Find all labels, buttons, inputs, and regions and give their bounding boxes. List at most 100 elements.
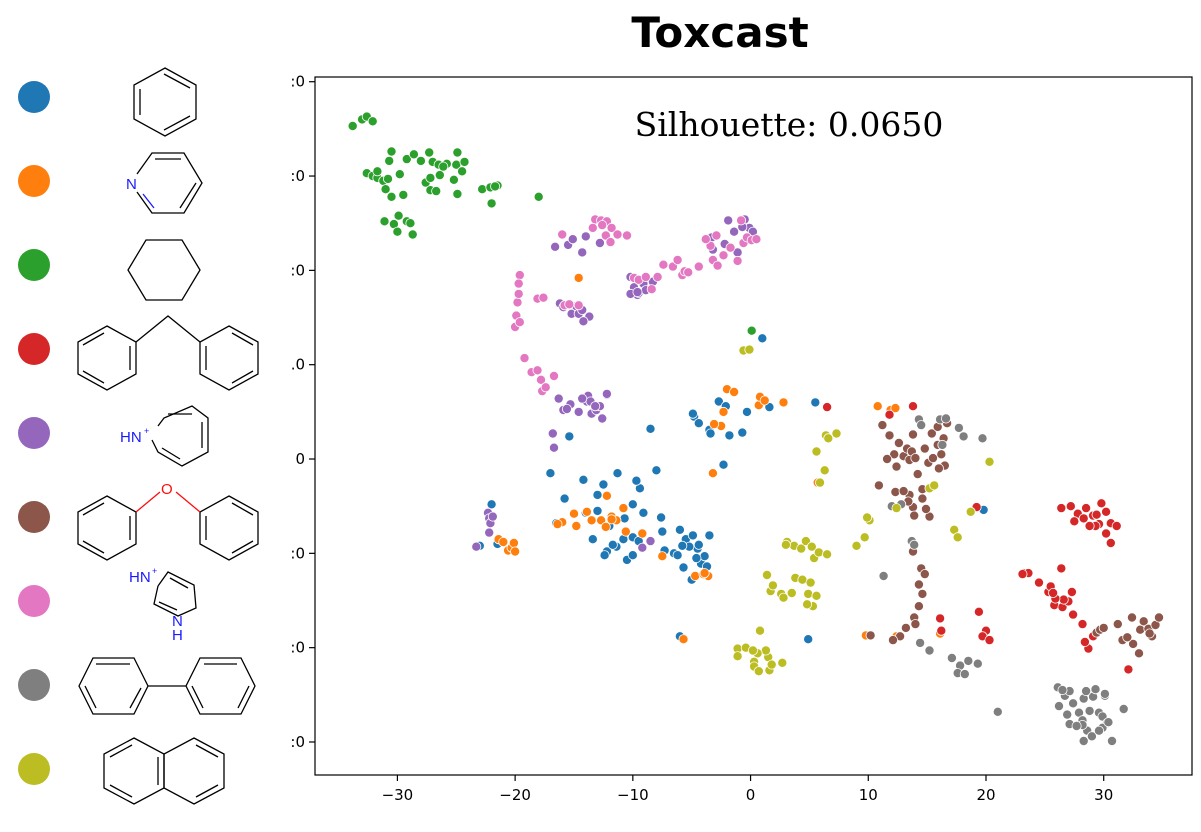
legend-item-pyridinium: HN + [0,396,290,480]
data-point-imidazolium-30 [652,271,663,282]
data-point-diphenylmethane-36 [1078,513,1089,524]
data-point-benzene-8 [598,479,609,490]
data-point-benzene-49 [564,431,575,442]
svg-text:+: + [144,426,149,436]
data-point-pyridinium-50 [577,393,588,404]
data-point-diphenyl-ether-11 [910,453,921,464]
data-point-pyridinium-28 [577,247,588,258]
legend-item-diphenyl-ether: O [0,480,290,564]
data-point-pyridinium-8 [573,406,584,417]
data-point-pyridinium-57 [561,403,572,414]
data-point-biphenyl-40 [1081,686,1092,697]
data-point-naphthalene-43 [851,540,862,551]
y-tick-label: 0 [295,450,305,468]
x-tick-label: 20 [976,786,995,804]
data-point-pyridine-4 [508,538,519,549]
data-point-naphthalene-48 [929,480,940,491]
data-point-benzene-26 [699,551,710,562]
data-point-pyridine-13 [618,503,629,514]
data-point-benzene-45 [737,427,748,438]
data-point-diphenyl-ether-3 [889,449,900,460]
data-point-imidazolium-36 [693,261,704,272]
data-point-cyclohexane-45 [408,149,419,160]
svg-text:HN: HN [129,569,151,586]
data-point-benzene-58 [803,634,814,645]
data-point-biphenyl-13 [915,637,926,648]
data-point-naphthalene-39 [753,666,764,677]
data-point-imidazolium-33 [672,254,683,265]
data-point-imidazolium-17 [573,300,584,311]
data-point-benzene-47 [631,475,642,486]
data-point-diphenyl-ether-8 [908,429,919,440]
data-point-naphthalene-24 [803,588,814,599]
data-point-naphthalene-12 [806,541,817,552]
data-point-cyclohexane-8 [372,166,383,177]
data-point-biphenyl-15 [946,653,957,664]
data-point-imidazolium-23 [612,229,623,240]
data-point-diphenyl-ether-2 [893,437,904,448]
data-point-biphenyl-21 [992,706,1003,717]
data-point-diphenylmethane-38 [1101,528,1112,539]
data-point-biphenyl-39 [1090,684,1101,695]
data-point-cyclohexane-47 [452,147,463,158]
data-point-benzene-28 [612,468,623,479]
data-point-benzene-25 [687,530,698,541]
data-point-diphenyl-ether-18 [933,463,944,474]
legend-dot-benzene [18,81,50,113]
data-point-benzene-7 [587,534,598,545]
data-point-imidazolium-39 [712,260,723,271]
data-point-benzene-37 [599,550,610,561]
data-point-pyridinium-27 [567,234,578,245]
data-point-naphthalene-28 [805,577,816,588]
data-point-naphthalene-21 [786,588,797,599]
data-point-diphenyl-ether-14 [928,453,939,464]
data-point-imidazolium-25 [622,230,633,241]
data-point-cyclohexane-10 [394,169,405,180]
data-point-naphthalene-26 [802,599,813,610]
data-point-pyridinium-5 [549,442,560,453]
data-point-cyclohexane-44 [386,146,397,157]
data-point-naphthalene-6 [819,465,830,476]
data-point-pyridinium-16 [601,388,612,399]
data-point-benzene-56 [742,406,753,417]
y-tick-label: :0 [290,73,305,91]
data-point-imidazolium-10 [532,365,543,376]
data-point-imidazolium-31 [658,259,669,270]
data-point-diphenylmethane-30 [1096,498,1107,509]
silhouette-annotation: Silhouette: 0.0650 [635,105,944,144]
data-point-diphenylmethane-0 [822,402,833,413]
data-point-diphenyl-ether-37 [919,569,930,580]
data-point-cyclohexane-19 [393,210,404,221]
svg-text:+: + [152,566,157,576]
data-point-cyclohexane-25 [425,172,436,183]
data-point-naphthalene-36 [747,645,758,656]
data-point-cyclohexane-42 [401,154,412,165]
data-point-diphenylmethane-4 [936,625,947,636]
x-tick-label: −30 [382,786,414,804]
data-point-diphenylmethane-39 [1105,538,1116,549]
data-point-diphenyl-ether-5 [891,461,902,472]
data-point-biphenyl-42 [1057,685,1068,696]
data-point-diphenylmethane-17 [1056,563,1067,574]
data-point-pyridine-40 [600,521,611,532]
data-point-imidazolium-29 [646,284,657,295]
data-point-pyridine-31 [552,519,563,530]
data-point-pyridinium-14 [597,413,608,424]
data-point-pyridine-9 [581,506,592,517]
legend-dot-pyridinium [18,417,50,449]
y-tick-label: .0 [291,356,305,374]
data-point-naphthalene-50 [952,532,963,543]
data-point-pyridine-8 [571,521,582,532]
data-point-imidazolium-3 [512,297,523,308]
data-point-benzene-57 [810,397,821,408]
data-point-imidazolium-9 [519,353,530,364]
data-point-biphenyl-51 [1099,688,1110,699]
data-point-benzene-14 [651,465,662,476]
biphenyl-structure [78,657,256,715]
data-point-diphenyl-ether-62 [1144,628,1155,639]
data-point-diphenyl-ether-30 [909,510,920,521]
data-point-diphenyl-ether-16 [936,449,947,460]
data-point-benzene-46 [627,499,638,510]
data-point-imidazolium-5 [514,270,525,281]
diphenyl-ether-structure: O [77,481,259,561]
